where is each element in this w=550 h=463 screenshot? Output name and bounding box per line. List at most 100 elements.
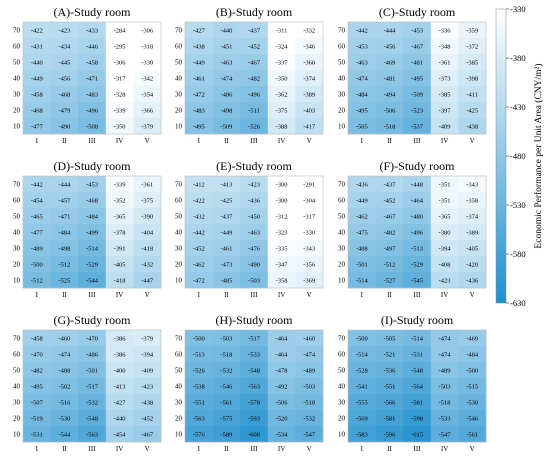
cell-value-label: -423 bbox=[439, 277, 451, 284]
panel-frame bbox=[347, 329, 487, 443]
heatmap-cell bbox=[403, 102, 432, 119]
cell-value-label: -496 bbox=[248, 91, 261, 98]
heatmap-cell bbox=[430, 410, 459, 427]
heatmap-cell bbox=[185, 272, 213, 289]
heatmap-cell bbox=[240, 240, 269, 257]
cell-value-label: -312 bbox=[276, 213, 288, 220]
cell-value-label: -530 bbox=[466, 399, 478, 406]
heatmap-cell bbox=[23, 192, 51, 209]
heatmap-cell bbox=[295, 118, 324, 135]
heatmap-cell bbox=[50, 272, 79, 289]
heatmap-cell bbox=[78, 256, 107, 273]
heatmap-cell bbox=[458, 272, 487, 289]
cell-value-label: -464 bbox=[276, 351, 289, 358]
heatmap-cell bbox=[212, 70, 241, 87]
heatmap-cell bbox=[50, 118, 79, 135]
cell-value-label: -608 bbox=[248, 431, 260, 438]
cell-value-label: -581 bbox=[411, 399, 423, 406]
heatmap-cell bbox=[375, 256, 404, 273]
heatmap-cell bbox=[133, 240, 162, 257]
cell-value-label: -385 bbox=[439, 91, 451, 98]
heatmap-panel: (D)-Study room -442 -444 -453 -339 -361 -454 -4… bbox=[13, 159, 162, 299]
heatmap-cell bbox=[78, 86, 107, 103]
cell-value-label: -462 bbox=[193, 261, 205, 268]
cell-value-label: -536 bbox=[383, 367, 396, 374]
x-tick-label: I bbox=[361, 137, 364, 145]
x-tick-label: II bbox=[62, 137, 67, 145]
cell-value-label: -412 bbox=[193, 181, 205, 188]
x-tick-label: II bbox=[387, 445, 392, 453]
heatmap-cell bbox=[212, 240, 241, 257]
cell-value-label: -433 bbox=[86, 27, 98, 34]
heatmap-cell bbox=[212, 394, 241, 411]
cell-value-label: -500 bbox=[466, 367, 478, 374]
cell-value-label: -526 bbox=[193, 367, 206, 374]
y-tick-label: 20 bbox=[13, 260, 21, 268]
heatmap-cell bbox=[240, 394, 269, 411]
cell-value-label: -517 bbox=[248, 335, 261, 342]
heatmap-cell bbox=[430, 54, 459, 71]
heatmap-cell bbox=[105, 118, 134, 135]
heatmap-cell bbox=[23, 176, 51, 193]
heatmap-cell bbox=[430, 102, 459, 119]
heatmap-cell bbox=[430, 70, 459, 87]
heatmap-cell bbox=[403, 70, 432, 87]
cell-value-label: -484 bbox=[86, 213, 99, 220]
heatmap-cell bbox=[267, 102, 296, 119]
cell-value-label: -467 bbox=[248, 59, 261, 66]
cell-value-label: -468 bbox=[86, 197, 98, 204]
x-tick-label: II bbox=[387, 291, 392, 299]
cell-value-label: -551 bbox=[193, 399, 205, 406]
heatmap-cell bbox=[78, 224, 107, 241]
cell-value-label: -492 bbox=[276, 383, 288, 390]
cell-value-label: -576 bbox=[193, 431, 206, 438]
cell-value-label: -496 bbox=[86, 107, 99, 114]
heatmap-cell bbox=[295, 224, 324, 241]
heatmap-cell bbox=[78, 410, 107, 427]
heatmap-cell bbox=[78, 330, 107, 347]
cell-value-label: -569 bbox=[356, 415, 368, 422]
heatmap-cell bbox=[375, 118, 404, 135]
cell-value-label: -352 bbox=[114, 197, 126, 204]
cell-value-label: -474 bbox=[58, 351, 71, 358]
heatmap-cell bbox=[295, 38, 324, 55]
panels-layer: (A)-Study room -422 -423 -433 -284 -306 -431 -4… bbox=[13, 5, 487, 453]
heatmap-cell bbox=[458, 86, 487, 103]
x-tick-label: I bbox=[198, 137, 201, 145]
heatmap-cell bbox=[295, 410, 324, 427]
cell-value-label: -483 bbox=[193, 107, 205, 114]
heatmap-cell bbox=[133, 346, 162, 363]
colorbar-tick-label: -530 bbox=[510, 200, 526, 210]
y-tick-label: 30 bbox=[338, 398, 346, 406]
heatmap-cell bbox=[430, 38, 459, 55]
heatmap-cell bbox=[348, 208, 376, 225]
heatmap-panel: (I)-Study room -500 -505 -514 -474 -469 -514 -5… bbox=[338, 313, 487, 453]
heatmap-cell bbox=[267, 192, 296, 209]
heatmap-cell bbox=[212, 54, 241, 71]
y-tick-label: 30 bbox=[13, 244, 21, 252]
cell-value-label: -397 bbox=[439, 107, 452, 114]
heatmap-cell bbox=[185, 70, 213, 87]
heatmap-cell bbox=[403, 378, 432, 395]
heatmap-cell bbox=[133, 410, 162, 427]
heatmap-cell bbox=[430, 362, 459, 379]
cell-value-label: -306 bbox=[141, 27, 154, 34]
x-tick-label: IV bbox=[278, 137, 285, 145]
heatmap-cell bbox=[240, 378, 269, 395]
heatmap-cell bbox=[240, 176, 269, 193]
cell-value-label: -513 bbox=[193, 351, 205, 358]
heatmap-cell bbox=[403, 176, 432, 193]
cell-value-label: -551 bbox=[383, 383, 395, 390]
heatmap-cell bbox=[458, 426, 487, 443]
heatmap-cell bbox=[348, 426, 376, 443]
heatmap-cell bbox=[78, 362, 107, 379]
heatmap-cell bbox=[133, 272, 162, 289]
cell-value-label: -527 bbox=[383, 277, 396, 284]
cell-value-label: -425 bbox=[220, 197, 232, 204]
cell-value-label: -467 bbox=[411, 43, 424, 50]
cell-value-label: -525 bbox=[58, 277, 70, 284]
y-tick-label: 10 bbox=[338, 276, 346, 284]
cell-value-label: -464 bbox=[411, 197, 424, 204]
cell-value-label: -437 bbox=[248, 27, 261, 34]
cell-value-label: -457 bbox=[58, 197, 71, 204]
